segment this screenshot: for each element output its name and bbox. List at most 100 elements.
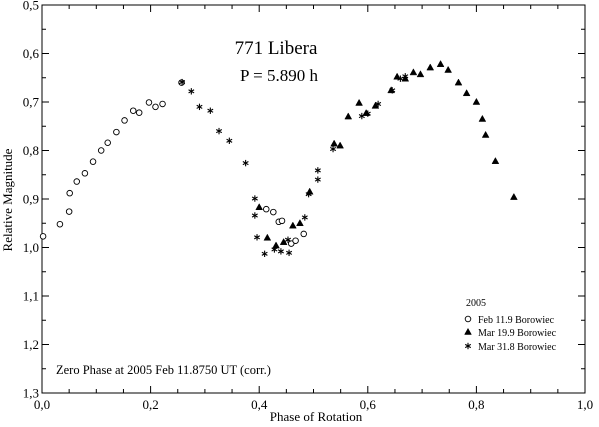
y-tick-label: 0,6 [23, 46, 40, 61]
x-tick-label: 0,2 [142, 397, 158, 412]
y-tick-label: 1,1 [23, 289, 39, 304]
data-point-triangle [454, 78, 463, 86]
data-point-triangle [436, 60, 445, 67]
data-point-circle [56, 220, 64, 228]
data-point-triangle [426, 63, 435, 71]
data-point-triangle [289, 221, 297, 229]
data-point-circle [104, 139, 111, 146]
data-point-triangle [279, 238, 288, 245]
data-point-asterisk [330, 145, 337, 153]
axis-ticks [41, 4, 586, 394]
legend-marker-circle [464, 315, 472, 323]
data-point-triangle [296, 219, 304, 227]
data-point-asterisk [284, 236, 292, 243]
legend-label-mar19: Mar 19.9 Borowiec [478, 328, 557, 339]
data-point-circle [270, 208, 277, 216]
data-point-circle [135, 109, 143, 116]
x-tick-label: 0,8 [468, 397, 484, 412]
data-point-triangle [255, 203, 264, 211]
data-point-asterisk [305, 190, 312, 198]
data-point-triangle [478, 114, 487, 122]
y-tick-label: 0,7 [23, 95, 40, 110]
data-point-asterisk [261, 250, 268, 258]
data-point-circle [300, 230, 307, 238]
y-tick-label: 0,9 [23, 192, 39, 207]
data-point-asterisk [314, 167, 321, 174]
legend-symbol-asterisk [464, 342, 472, 350]
legend-marker-asterisk [464, 342, 472, 350]
data-point-triangle [444, 65, 453, 73]
data-point-asterisk [253, 234, 261, 241]
data-point-circle [145, 99, 153, 106]
data-point-triangle [355, 98, 363, 106]
data-point-circle [65, 208, 73, 215]
data-point-triangle [491, 157, 500, 164]
data-point-circle [113, 128, 120, 136]
data-points [39, 60, 518, 258]
y-tick-label: 0,5 [23, 0, 39, 13]
data-point-circle [278, 217, 286, 225]
data-point-circle [121, 117, 128, 124]
data-point-triangle [409, 68, 418, 76]
data-point-circle [287, 240, 295, 247]
data-point-asterisk [358, 112, 365, 120]
x-tick-label: 0,0 [34, 397, 50, 412]
data-point-triangle [330, 139, 338, 147]
data-point-asterisk [188, 88, 195, 95]
data-point-asterisk [402, 73, 409, 80]
data-point-asterisk [215, 127, 223, 135]
legend-symbol-triangle [464, 327, 472, 335]
y-axis-label: Relative Magnitude [0, 148, 15, 251]
data-point-triangle [416, 70, 425, 78]
data-point-triangle [472, 97, 481, 105]
data-point-triangle [462, 89, 471, 97]
data-point-circle [89, 158, 97, 165]
y-tick-label: 0,8 [23, 143, 39, 158]
data-point-asterisk [242, 159, 249, 167]
data-point-triangle [510, 192, 518, 200]
data-point-asterisk [179, 78, 186, 86]
data-point-asterisk [375, 100, 382, 108]
legend-marker-triangle [464, 327, 472, 335]
axis-tick-labels: 0,0 0,2 0,4 0,6 0,8 1,0 0,5 0,6 0,7 0,8 0,9 1,0 1,1 1… [23, 0, 593, 412]
chart-title: 771 Libera [235, 38, 318, 59]
data-point-triangle [344, 112, 353, 120]
data-point-asterisk [226, 137, 233, 144]
data-point-asterisk [251, 212, 258, 219]
data-point-triangle [336, 141, 344, 149]
data-point-circle [66, 189, 73, 197]
data-point-triangle [263, 233, 272, 241]
data-point-asterisk [397, 75, 404, 82]
data-point-circle [292, 237, 299, 244]
data-point-circle [81, 170, 89, 177]
data-point-circle [152, 103, 159, 111]
data-point-asterisk [271, 246, 278, 253]
data-point-asterisk [286, 249, 293, 257]
data-point-circle [159, 100, 166, 108]
data-point-circle [73, 178, 81, 185]
x-tick-label: 0,6 [360, 397, 377, 412]
data-point-asterisk [277, 248, 284, 255]
data-point-asterisk [251, 195, 258, 202]
y-tick-label: 1,3 [23, 386, 39, 401]
data-point-triangle [481, 130, 490, 138]
legend: 2005 Feb 11.9 Borowiec Mar 19.9 Borowiec… [464, 298, 557, 353]
x-axis-label: Phase of Rotation [270, 409, 363, 424]
data-point-triangle [272, 241, 280, 249]
chart-subtitle: P = 5.890 h [240, 66, 318, 85]
legend-symbol-circle [464, 315, 472, 323]
data-point-asterisk [196, 103, 203, 111]
data-point-circle [97, 147, 105, 154]
x-tick-label: 0,4 [251, 397, 268, 412]
data-point-asterisk [301, 214, 308, 221]
y-tick-label: 1,2 [23, 337, 39, 352]
legend-title: 2005 [466, 298, 486, 309]
data-point-asterisk [364, 110, 371, 117]
zero-phase-annotation: Zero Phase at 2005 Feb 11.8750 UT (corr.… [56, 363, 271, 377]
data-point-asterisk [207, 107, 214, 114]
data-point-asterisk [389, 87, 396, 94]
data-point-circle [39, 233, 47, 240]
x-tick-label: 1,0 [577, 397, 593, 412]
legend-label-mar31: Mar 31.8 Borowiec [478, 342, 557, 353]
